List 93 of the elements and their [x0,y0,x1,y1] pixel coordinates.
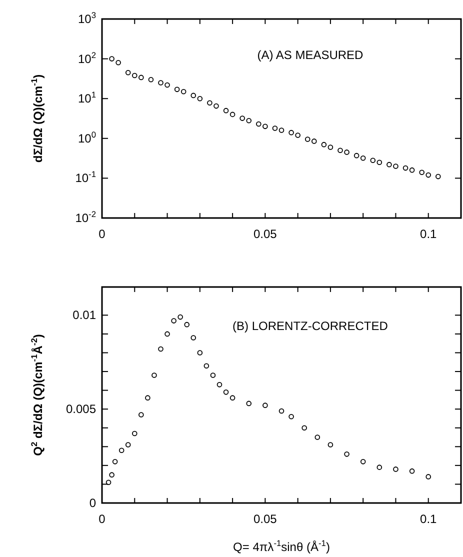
y-tick-label: 10$^{1}$ [78,90,96,106]
point [419,170,424,176]
point [426,172,432,178]
point [246,118,252,124]
point [426,474,432,480]
point [230,112,236,118]
y-tick-label: 0.005 [66,402,96,416]
point [230,395,236,400]
point [184,322,190,328]
point [288,130,294,136]
point [278,128,284,133]
point [223,108,229,114]
point [288,414,294,420]
point [436,174,441,180]
point [118,448,124,454]
point [223,390,229,395]
point [174,86,180,92]
x-axis-title: Q= 4πλ$^{-1}$sinθ (Å$^{-1}$) [233,538,330,554]
point [360,155,366,161]
point [393,466,398,472]
point [158,80,164,86]
point [132,72,138,78]
point [262,402,268,408]
point [402,165,408,171]
point [256,121,262,127]
y-tick-label: 0.01 [72,308,96,322]
point [112,459,118,464]
point [354,152,360,158]
point [125,442,131,448]
y-tick-label: 0 [89,496,96,510]
point [321,142,327,148]
point [106,480,112,485]
point [190,335,196,340]
point [278,408,284,414]
point [190,92,196,98]
point [314,434,320,440]
x-tick-label: 0.05 [254,512,278,526]
y-tick-label: 10$^{-1}$ [75,169,96,186]
point [344,452,350,457]
point [360,459,366,464]
y-tick-label: 10$^{0}$ [78,129,96,146]
point [240,116,245,121]
point [409,167,415,173]
point [204,363,210,369]
point [328,442,334,448]
point [197,350,203,356]
x-tick-label: 0.1 [420,227,438,241]
point [272,126,278,131]
y-tick-label: 10$^{3}$ [78,10,96,26]
point [311,138,317,144]
point [164,331,170,337]
point [207,100,212,106]
point [393,164,398,169]
y-tick-label: 10$^{-2}$ [75,209,96,225]
x-tick-label: 0.05 [254,227,278,241]
point [370,158,376,164]
point [376,160,382,166]
point [328,144,334,150]
point [214,103,219,109]
annotation: (B) LORENTZ-CORRECTED [232,319,388,334]
point [262,124,268,130]
point [152,372,157,378]
point [295,132,300,138]
point [180,88,186,94]
point [109,56,114,62]
point [376,464,382,470]
y-tick-label: 10$^{2}$ [78,50,96,66]
point [210,372,216,378]
point [164,82,170,88]
x-tick-label: 0 [98,512,106,526]
point [302,425,307,431]
point [138,412,144,418]
point [246,400,252,406]
point [304,136,310,142]
point [148,76,154,82]
point [386,162,392,168]
point [216,382,222,388]
point [171,318,176,324]
point [132,430,138,436]
point [116,60,121,66]
x-tick-label: 0.1 [420,512,438,526]
point [125,70,131,76]
point [338,148,343,154]
point [158,346,164,352]
annotation: (A) AS MEASURED [257,48,364,62]
point [344,150,350,155]
point [197,96,203,102]
point [409,468,415,474]
x-tick-label: 0 [98,227,106,241]
point [145,395,150,400]
point [109,472,114,478]
point [138,74,144,80]
point [178,314,183,320]
